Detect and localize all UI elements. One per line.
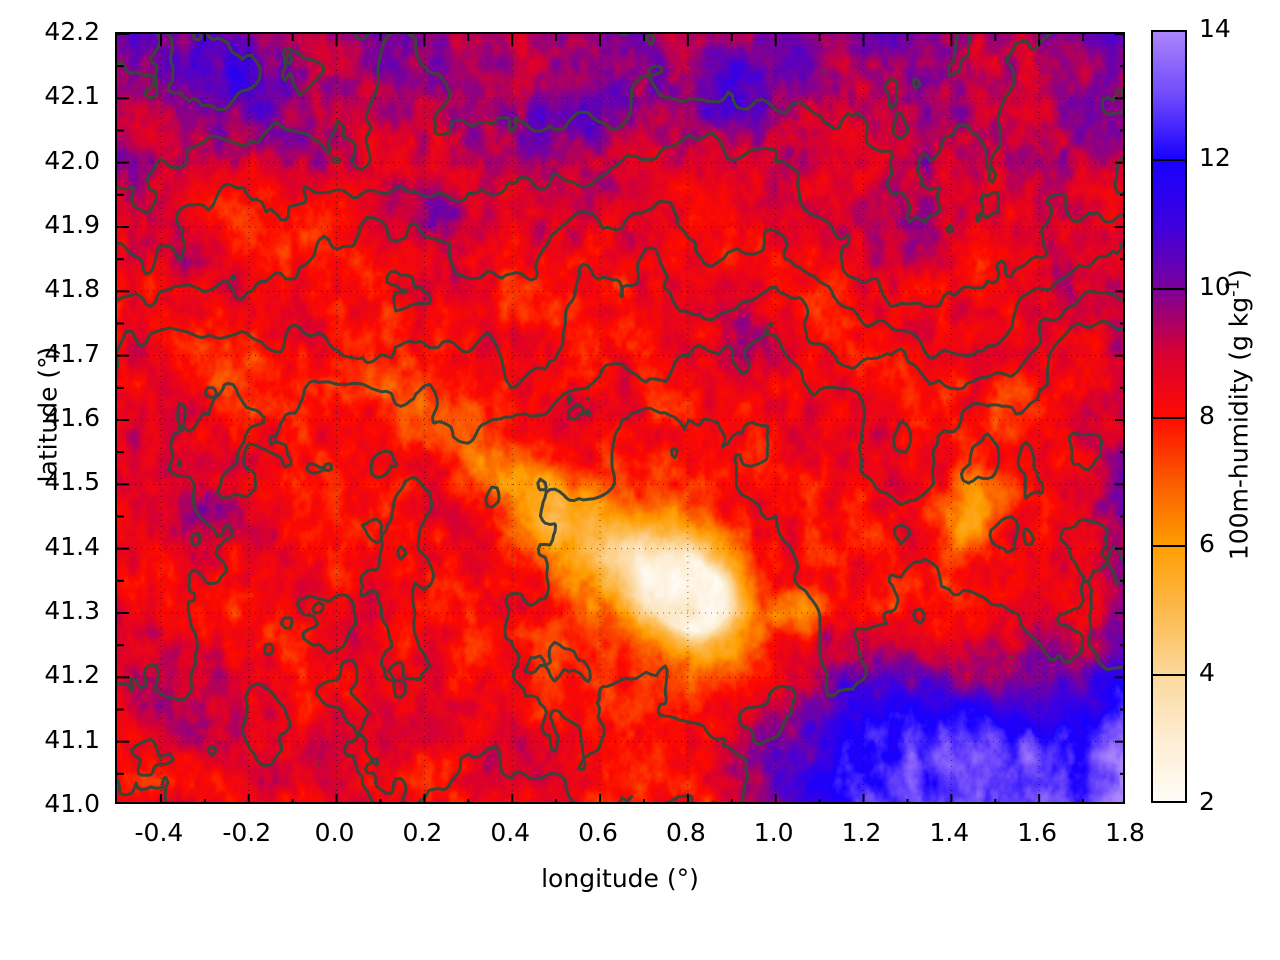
x-tick-label: 1.2 (841, 818, 882, 847)
y-tick-label: 41.3 (44, 596, 100, 625)
colorbar-title-paren: ) (1224, 268, 1254, 279)
x-tick-label: 0.2 (402, 818, 443, 847)
colorbar-tick-label: 6 (1199, 529, 1215, 559)
x-tick-label: 0.6 (578, 818, 618, 847)
x-tick-label: 0.8 (665, 818, 706, 847)
colorbar-title: 100m-humidity (g kg-1) (1222, 244, 1253, 584)
y-axis-title: latitude (°) (33, 346, 62, 483)
colorbar-tick-mark (1151, 287, 1187, 290)
colorbar-tick-label: 12 (1199, 142, 1231, 172)
colorbar-tick-mark (1151, 416, 1187, 419)
y-tick-label: 41.6 (44, 403, 100, 432)
y-tick-label: 41.9 (44, 210, 100, 239)
y-tick-label: 41.2 (44, 660, 100, 690)
colorbar-tick-mark (1151, 674, 1187, 677)
axis-tick-marks (117, 34, 1123, 802)
colorbar-tick-label: 2 (1199, 787, 1215, 816)
x-tick-label: 1.0 (753, 818, 794, 847)
x-tick-label: -0.4 (134, 818, 184, 847)
y-tick-label: 42.1 (44, 81, 100, 111)
colorbar-tick-mark (1151, 545, 1187, 548)
colorbar-title-exponent: -1 (1222, 278, 1244, 297)
colorbar-title-text: 100m-humidity (g kg (1224, 296, 1254, 560)
y-tick-label: 41.1 (44, 724, 100, 754)
y-tick-label: 41.0 (44, 789, 100, 818)
y-tick-label: 41.7 (44, 338, 100, 368)
terrain-contours (117, 34, 1123, 802)
plot-area (115, 32, 1125, 804)
humidity-field (117, 34, 1123, 802)
y-tick-label: 41.4 (44, 531, 100, 561)
y-tick-label: 41.5 (44, 467, 100, 497)
colorbar-tick-mark (1151, 158, 1187, 161)
x-tick-label: 0.0 (314, 818, 355, 847)
y-tick-label: 42.0 (44, 145, 100, 175)
x-tick-label: 0.4 (490, 818, 531, 847)
gridlines (117, 34, 1123, 802)
x-tick-label: 1.6 (1017, 818, 1058, 847)
x-tick-label: 1.8 (1105, 818, 1145, 847)
colorbar-tick-label: 10 (1199, 271, 1231, 301)
x-tick-label: 1.4 (929, 818, 970, 847)
colorbar-tick-label: 8 (1199, 400, 1215, 430)
x-axis-title: longitude (°) (541, 864, 699, 893)
colorbar-tick-label: 14 (1199, 14, 1231, 43)
y-tick-label: 41.8 (44, 274, 100, 304)
x-tick-label: -0.2 (222, 818, 272, 847)
colorbar-tick-label: 4 (1199, 658, 1215, 688)
y-tick-label: 42.2 (44, 17, 100, 46)
